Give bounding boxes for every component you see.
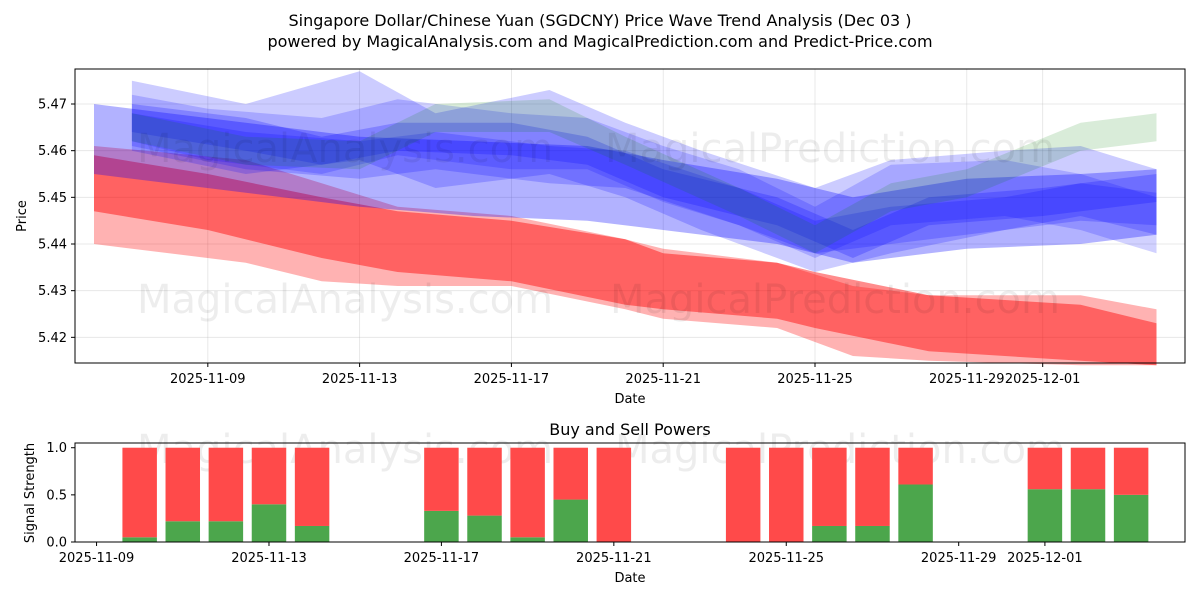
- signal-y-tick-label: 0.5: [46, 488, 67, 503]
- price-axes-frame: [74, 68, 1186, 364]
- buy-bar: [553, 499, 588, 542]
- sell-bar: [122, 447, 157, 538]
- buy-bar: [294, 525, 330, 542]
- price-y-tick-label: 5.47: [38, 98, 67, 113]
- buy-bar: [251, 504, 287, 542]
- sell-bar: [510, 447, 545, 538]
- price-bands: [94, 71, 1157, 366]
- signal-x-tick-label: 2025-11-25: [748, 551, 824, 566]
- signal-y-tick-label: 1.0: [46, 441, 67, 456]
- signal-x-ticks: 2025-11-09 2025-11-13 2025-11-17 2025-11-21…: [59, 542, 1083, 566]
- price-grid: [75, 69, 1185, 363]
- wave-band-blue-band-1: [94, 104, 1157, 263]
- buy-bar: [510, 537, 545, 542]
- buy-bar: [1070, 489, 1106, 542]
- watermark-analysis-mid: MagicalAnalysis.com: [137, 277, 553, 323]
- price-watermarks: MagicalAnalysis.com MagicalPrediction.co…: [137, 126, 1060, 323]
- buy-bar: [467, 515, 502, 542]
- wave-band-blue-band-3: [131, 94, 1157, 258]
- signal-y-tick-label: 0.0: [46, 536, 67, 551]
- sell-bar: [1070, 447, 1106, 490]
- signal-watermarks: MagicalAnalysis.com MagicalPrediction.co…: [137, 427, 1065, 473]
- signal-axes-frame: [74, 442, 1186, 543]
- sell-bar: [424, 447, 459, 511]
- price-x-tick-label: 2025-11-09: [170, 372, 246, 387]
- wave-band-blue-band-5: [131, 113, 1157, 254]
- sell-bar: [467, 447, 502, 516]
- wave-band-green-band: [131, 99, 1157, 254]
- signal-x-tick-label: 2025-11-09: [59, 551, 135, 566]
- chart-title-line2: powered by MagicalAnalysis.com and Magic…: [267, 32, 932, 51]
- signal-y-ticks: 0.0 0.5 1.0: [46, 441, 75, 551]
- sell-bar: [812, 447, 847, 526]
- buy-bar: [855, 525, 890, 542]
- wave-band-red-band-outer: [94, 146, 1157, 366]
- sell-bar: [208, 447, 244, 522]
- signal-x-label: Date: [614, 571, 645, 586]
- wave-band-red-band-main: [94, 155, 1157, 366]
- sell-bar: [725, 447, 761, 542]
- buy-bar: [122, 537, 157, 542]
- buy-bar: [208, 521, 244, 542]
- price-x-ticks: 2025-11-09 2025-11-13 2025-11-17 2025-11-21…: [170, 363, 1080, 387]
- signal-x-tick-label: 2025-11-21: [576, 551, 652, 566]
- chart-title-line1: Singapore Dollar/Chinese Yuan (SGDCNY) P…: [288, 11, 911, 30]
- price-x-tick-label: 2025-11-25: [777, 372, 853, 387]
- price-x-tick-label: 2025-11-17: [474, 372, 550, 387]
- buy-bar: [165, 521, 201, 542]
- sell-bar: [596, 447, 632, 542]
- signal-x-tick-label: 2025-11-29: [921, 551, 997, 566]
- sell-bar: [553, 447, 588, 500]
- buy-bar: [1113, 494, 1149, 542]
- price-wave-chart: MagicalAnalysis.com MagicalPrediction.co…: [15, 68, 1186, 407]
- price-y-tick-label: 5.43: [38, 284, 67, 299]
- price-y-label: Price: [15, 200, 30, 232]
- price-x-tick-label: 2025-11-29: [929, 372, 1005, 387]
- signal-x-tick-label: 2025-11-17: [404, 551, 480, 566]
- signal-y-label: Signal Strength: [23, 443, 38, 543]
- signal-x-tick-label: 2025-12-01: [1007, 551, 1083, 566]
- signal-x-tick-label: 2025-11-13: [231, 551, 307, 566]
- sell-bar: [855, 447, 890, 526]
- sell-bar: [251, 447, 287, 505]
- sell-bar: [165, 447, 201, 522]
- buy-bar: [1027, 489, 1063, 542]
- watermark-prediction-mid: MagicalPrediction.com: [610, 277, 1060, 323]
- signal-chart: Buy and Sell Powers MagicalAnalysis.com …: [23, 420, 1186, 586]
- price-x-tick-label: 2025-12-01: [1005, 372, 1081, 387]
- price-y-ticks: 5.42 5.43 5.44 5.45 5.46 5.47: [38, 98, 75, 346]
- sell-bar: [1027, 447, 1063, 490]
- sell-bar: [769, 447, 804, 542]
- wave-band-blue-band-4: [131, 104, 1157, 258]
- buy-bar: [812, 525, 847, 542]
- signal-bars: [122, 447, 1149, 542]
- watermark-prediction-top: MagicalPrediction.com: [605, 126, 1055, 172]
- signal-chart-title: Buy and Sell Powers: [549, 420, 711, 439]
- price-y-tick-label: 5.45: [38, 191, 67, 206]
- sell-bar: [294, 447, 330, 526]
- buy-bar: [898, 484, 933, 542]
- price-x-tick-label: 2025-11-21: [625, 372, 701, 387]
- price-y-tick-label: 5.42: [38, 331, 67, 346]
- watermark-analysis-top: MagicalAnalysis.com: [137, 126, 553, 172]
- sell-bar: [1113, 447, 1149, 495]
- price-y-tick-label: 5.44: [38, 238, 67, 253]
- wave-band-blue-band-2: [131, 71, 1157, 272]
- price-x-label: Date: [614, 392, 645, 407]
- price-x-tick-label: 2025-11-13: [322, 372, 398, 387]
- buy-bar: [424, 510, 459, 542]
- price-y-tick-label: 5.46: [38, 144, 67, 159]
- sell-bar: [898, 447, 933, 485]
